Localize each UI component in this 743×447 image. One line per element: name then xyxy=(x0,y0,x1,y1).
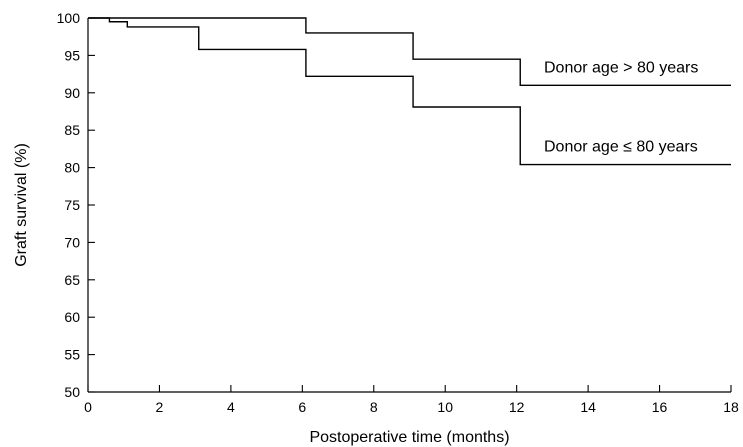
x-tick-label: 2 xyxy=(156,399,164,415)
x-axis-title: Postoperative time (months) xyxy=(309,429,509,446)
series-label-2: Donor age ≤ 80 years xyxy=(544,139,698,156)
x-tick-label: 10 xyxy=(437,399,453,415)
y-tick-label: 50 xyxy=(64,384,80,400)
y-tick-label: 70 xyxy=(64,234,80,250)
y-tick-label: 65 xyxy=(64,272,80,288)
x-axis: 0 2 4 6 8 10 12 14 16 18 xyxy=(84,385,739,415)
x-tick-label: 14 xyxy=(580,399,596,415)
series-labels: Donor age > 80 years Donor age ≤ 80 years xyxy=(544,59,698,155)
x-tick-label: 4 xyxy=(227,399,235,415)
series-label-1: Donor age > 80 years xyxy=(544,59,698,76)
y-tick-label: 75 xyxy=(64,197,80,213)
y-tick-label: 60 xyxy=(64,309,80,325)
y-tick-label: 90 xyxy=(64,85,80,101)
y-axis: 50 55 60 65 70 75 80 85 90 95 100 xyxy=(57,10,95,400)
y-tick-label: 55 xyxy=(64,347,80,363)
y-tick-label: 80 xyxy=(64,160,80,176)
y-axis-title: Graft survival (%) xyxy=(13,143,30,267)
x-tick-label: 12 xyxy=(509,399,525,415)
y-tick-label: 100 xyxy=(57,10,81,26)
x-tick-label: 16 xyxy=(652,399,668,415)
series-line-1 xyxy=(88,17,731,87)
series-line-2 xyxy=(88,17,731,166)
y-tick-label: 85 xyxy=(64,122,80,138)
x-tick-label: 18 xyxy=(723,399,739,415)
x-tick-label: 0 xyxy=(84,399,92,415)
series-group xyxy=(88,17,731,166)
x-tick-label: 6 xyxy=(298,399,306,415)
y-tick-label: 95 xyxy=(64,47,80,63)
x-tick-label: 8 xyxy=(370,399,378,415)
